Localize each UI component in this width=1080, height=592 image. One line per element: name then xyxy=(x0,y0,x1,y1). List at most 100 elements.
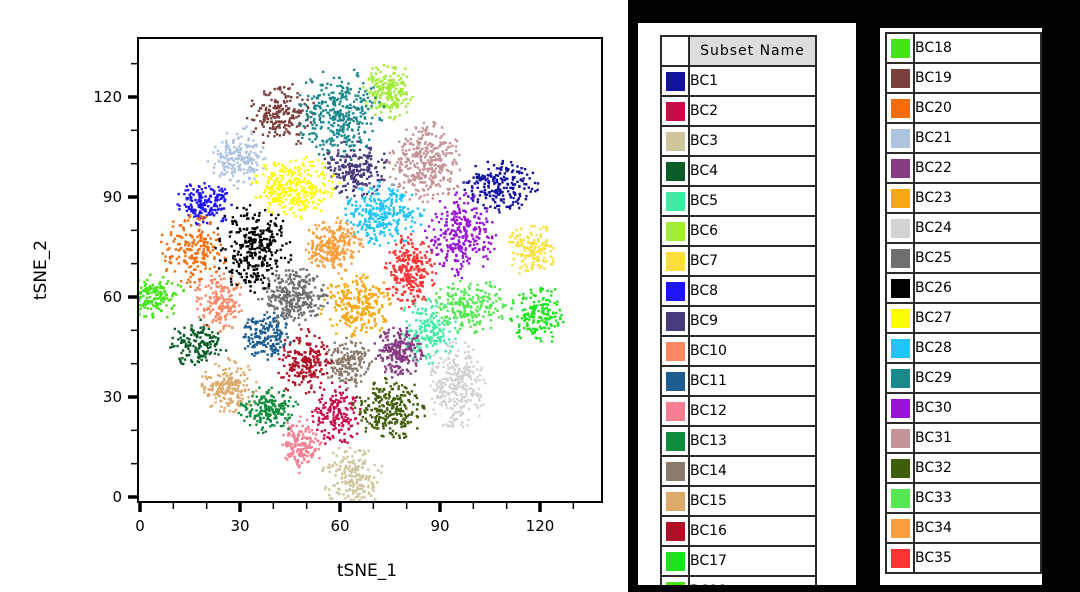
legend-row[interactable]: BC13 xyxy=(660,425,817,457)
cluster-BC25 xyxy=(257,267,329,326)
color-swatch-cell xyxy=(885,422,915,454)
subset-name-label: BC14 xyxy=(688,455,817,487)
legend-row[interactable]: BC32 xyxy=(885,452,1042,484)
legend-row[interactable]: BC3 xyxy=(660,125,817,157)
legend-row[interactable]: BC10 xyxy=(660,335,817,367)
tsne-scatter-plot: 00 30 30 60 60 90 90 120 120 tSNE_1 tSNE_2 xyxy=(31,37,603,581)
color-swatch-cell xyxy=(885,452,915,484)
legend-row[interactable]: BC25 xyxy=(885,242,1042,274)
legend-row[interactable]: BC33 xyxy=(885,482,1042,514)
subset-name-label: BC34 xyxy=(913,512,1042,544)
swatch-header-cell xyxy=(660,35,690,67)
legend-row[interactable]: BC4 xyxy=(660,155,817,187)
subset-name-label: BC13 xyxy=(688,425,817,457)
cluster-BC30 xyxy=(424,191,498,280)
legend-row[interactable]: BC8 xyxy=(660,275,817,307)
color-swatch-cell xyxy=(660,335,690,367)
color-swatch xyxy=(890,98,910,118)
subset-name-label: BC17 xyxy=(688,545,817,577)
cluster-BC8 xyxy=(176,182,233,226)
legend-row[interactable]: BC35 xyxy=(885,542,1042,574)
legend-row[interactable]: BC2 xyxy=(660,95,817,127)
color-swatch-cell xyxy=(660,545,690,577)
color-swatch xyxy=(890,518,910,538)
color-swatch-cell xyxy=(660,245,690,277)
legend-header-row: Subset Name xyxy=(660,35,817,67)
color-swatch xyxy=(665,251,685,271)
color-swatch xyxy=(665,371,685,391)
legend-row[interactable]: BC6 xyxy=(660,215,817,247)
color-swatch xyxy=(665,581,685,585)
color-swatch xyxy=(890,38,910,58)
cluster-BC3 xyxy=(321,446,384,501)
legend-row[interactable]: BC18 xyxy=(885,32,1042,64)
color-swatch xyxy=(890,548,910,568)
color-swatch xyxy=(665,101,685,121)
subset-name-label: BC27 xyxy=(913,302,1042,334)
legend-row[interactable]: BC26 xyxy=(885,272,1042,304)
color-swatch-cell xyxy=(660,515,690,547)
legend-row[interactable]: BC28 xyxy=(885,332,1042,364)
legend-row[interactable]: BC15 xyxy=(660,485,817,517)
color-swatch xyxy=(890,368,910,388)
color-swatch xyxy=(665,491,685,511)
legend-row[interactable]: BC11 xyxy=(660,365,817,397)
color-swatch xyxy=(890,248,910,268)
legend-row[interactable]: BC12 xyxy=(660,395,817,427)
legend-row[interactable]: BC17 xyxy=(660,545,817,577)
color-swatch-cell xyxy=(885,32,915,64)
subset-name-label: BC26 xyxy=(913,272,1042,304)
color-swatch xyxy=(890,68,910,88)
color-swatch xyxy=(890,428,910,448)
legend-row[interactable]: BC34 xyxy=(885,512,1042,544)
legend-row[interactable]: BC23 xyxy=(885,182,1042,214)
subset-name-label: BC12 xyxy=(688,395,817,427)
legend-row[interactable]: BC16 xyxy=(660,515,817,547)
color-swatch-cell xyxy=(660,455,690,487)
subset-name-label: BC8 xyxy=(688,275,817,307)
legend-table-1: Subset Name BC1 BC2 BC3 BC4 BC5 BC6 BC7 BC8 BC9 B… xyxy=(660,35,817,585)
color-swatch xyxy=(890,188,910,208)
cluster-BC26 xyxy=(214,204,293,294)
subset-name-label: BC15 xyxy=(688,485,817,517)
legend-row[interactable]: BC9 xyxy=(660,305,817,337)
subset-name-label: BC25 xyxy=(913,242,1042,274)
color-swatch xyxy=(665,401,685,421)
cluster-BC16 xyxy=(277,328,334,395)
color-swatch-cell xyxy=(660,365,690,397)
color-swatch-cell xyxy=(660,305,690,337)
color-swatch xyxy=(665,191,685,211)
cluster-BC32 xyxy=(352,376,426,440)
color-swatch-cell xyxy=(885,332,915,364)
legend-row[interactable]: BC24 xyxy=(885,212,1042,244)
legend-row[interactable]: BC20 xyxy=(885,92,1042,124)
legend-row[interactable]: BC14 xyxy=(660,455,817,487)
legend-row[interactable]: BC30 xyxy=(885,392,1042,424)
legend-row[interactable]: BC5 xyxy=(660,185,817,217)
y-tick-label: 0 xyxy=(112,488,122,506)
color-swatch xyxy=(665,551,685,571)
legend-row[interactable]: BC29 xyxy=(885,362,1042,394)
legend-row[interactable]: BC7 xyxy=(660,245,817,277)
legend-row[interactable]: BC27 xyxy=(885,302,1042,334)
color-swatch-cell xyxy=(660,275,690,307)
legend-row[interactable]: BC18 xyxy=(660,575,817,585)
legend-row[interactable]: BC1 xyxy=(660,65,817,97)
color-swatch-cell xyxy=(660,185,690,217)
color-swatch xyxy=(665,431,685,451)
cluster-BC29 xyxy=(297,68,385,161)
color-swatch xyxy=(665,461,685,481)
legend-row[interactable]: BC22 xyxy=(885,152,1042,184)
color-swatch-cell xyxy=(885,482,915,514)
color-swatch xyxy=(665,71,685,91)
x-tick-label: 30 xyxy=(230,517,249,535)
color-swatch xyxy=(665,131,685,151)
cluster-BC20 xyxy=(160,214,228,288)
legend-row[interactable]: BC21 xyxy=(885,122,1042,154)
legend-row[interactable]: BC31 xyxy=(885,422,1042,454)
color-swatch-cell xyxy=(885,272,915,304)
cluster-BC10 xyxy=(194,270,243,333)
legend-row[interactable]: BC19 xyxy=(885,62,1042,94)
legend-table-2-card: BC18 BC19 BC20 BC21 BC22 BC23 BC24 BC25 BC26 BC27… xyxy=(880,28,1042,585)
